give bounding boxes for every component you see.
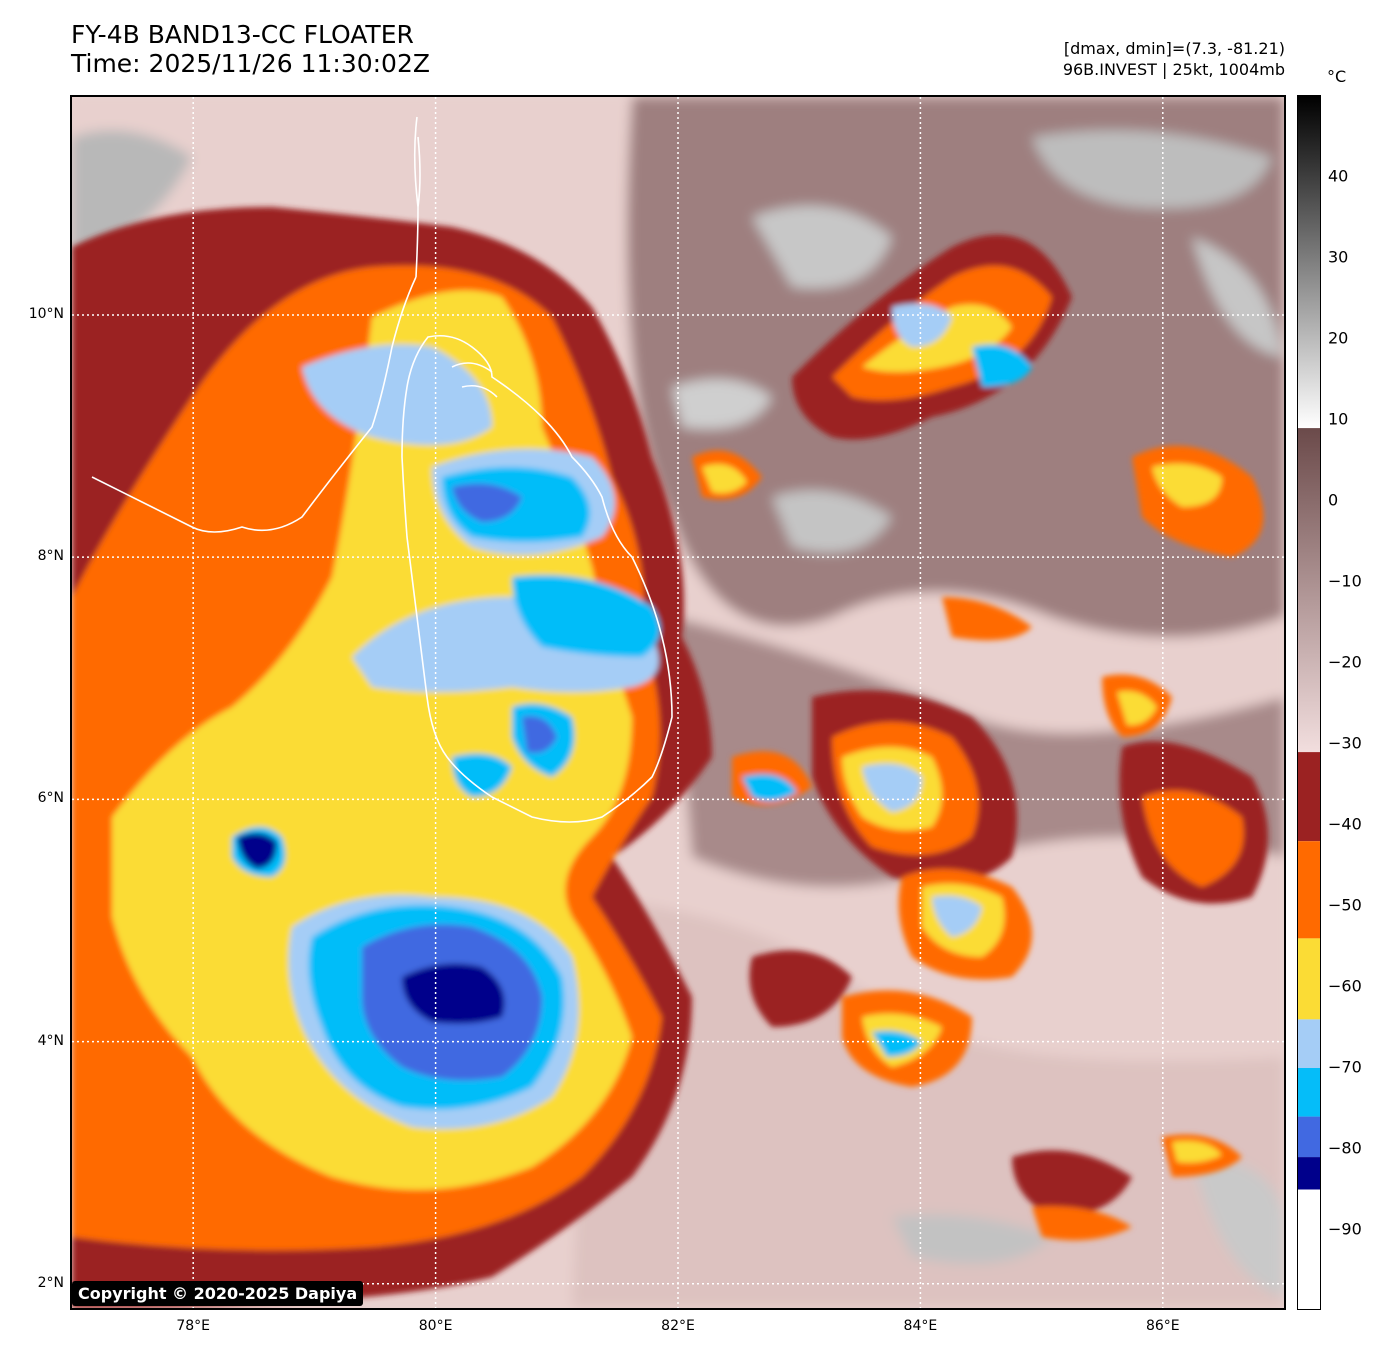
colorbar-tick-label: 20 (1328, 328, 1349, 348)
colorbar (1297, 95, 1321, 1311)
colorbar-tick-label: 30 (1328, 247, 1349, 267)
colorbar-tick-label: −10 (1328, 571, 1362, 591)
lat-tick-label: 8°N (37, 548, 64, 565)
colorbar-tick-label: 0 (1328, 490, 1339, 510)
lat-tick-label: 2°N (37, 1274, 64, 1291)
colorbar-band (1298, 841, 1320, 939)
colorbar-tick-label: −20 (1328, 652, 1362, 672)
colorbar-tick-label: −70 (1328, 1057, 1362, 1077)
coastline (91, 116, 673, 823)
lon-tick-label: 80°E (418, 1318, 453, 1334)
lat-tick-label: 6°N (37, 790, 64, 807)
dmax-dmin-label: [dmax, dmin]=(7.3, -81.21) (1063, 39, 1285, 58)
lon-tick-label: 86°E (1145, 1318, 1180, 1334)
colorbar-band (1298, 1189, 1320, 1311)
colorbar-band (1298, 96, 1320, 429)
colorbar-band (1298, 752, 1320, 842)
colorbar-tick-label: −40 (1328, 814, 1362, 834)
convective-cloud-mass (72, 207, 712, 1308)
chart-title: FY-4B BAND13-CC FLOATER Time: 2025/11/26… (71, 20, 430, 78)
colorbar-tick-label: −90 (1328, 1219, 1362, 1239)
eastern-convective-cells (692, 234, 1268, 1241)
map-canvas (72, 97, 1284, 1308)
colorbar-band (1298, 1116, 1320, 1158)
colorbar-band (1298, 428, 1320, 753)
lon-tick-label: 82°E (661, 1318, 695, 1334)
storm-info: [dmax, dmin]=(7.3, -81.21) 96B.INVEST | … (1063, 38, 1285, 80)
lat-tick-label: 10°N (28, 305, 64, 322)
title-line-1: FY-4B BAND13-CC FLOATER (71, 20, 414, 49)
colorbar-band (1298, 1157, 1320, 1190)
title-line-2: Time: 2025/11/26 11:30:02Z (71, 49, 430, 78)
colorbar-band (1298, 938, 1320, 1020)
invest-label: 96B.INVEST | 25kt, 1004mb (1062, 60, 1285, 79)
colorbar-tick-label: −80 (1328, 1138, 1362, 1158)
colorbar-band (1298, 1019, 1320, 1068)
lon-tick-label: 84°E (903, 1318, 938, 1334)
colorbar-tick-label: 10 (1328, 409, 1349, 429)
copyright-label: Copyright © 2020-2025 Dapiya (72, 1281, 364, 1306)
colorbar-tick-label: −30 (1328, 733, 1362, 753)
lat-tick-label: 4°N (37, 1032, 64, 1049)
colorbar-tick-label: −50 (1328, 895, 1362, 915)
colorbar-tick-label: −60 (1328, 976, 1362, 996)
colorbar-bands (1298, 96, 1320, 1311)
colorbar-tick-label: 40 (1328, 166, 1349, 186)
lon-tick-label: 78°E (176, 1318, 211, 1334)
satellite-map (70, 95, 1286, 1310)
colorbar-band (1298, 1068, 1320, 1117)
colorbar-unit: °C (1327, 67, 1347, 86)
